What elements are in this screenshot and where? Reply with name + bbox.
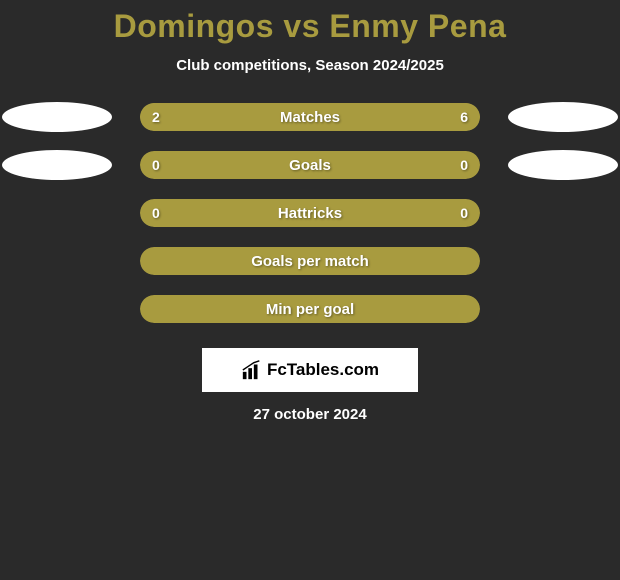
stat-bar: 26Matches — [140, 103, 480, 131]
stat-label: Hattricks — [140, 205, 480, 222]
stat-bar: Min per goal — [140, 295, 480, 323]
stat-bar: Goals per match — [140, 247, 480, 275]
stat-label: Goals per match — [140, 253, 480, 270]
stat-bar: 00Goals — [140, 151, 480, 179]
stat-row: 00Goals — [0, 150, 620, 180]
stat-label: Min per goal — [140, 301, 480, 318]
subtitle: Club competitions, Season 2024/2025 — [0, 57, 620, 74]
stat-row: Goals per match — [0, 246, 620, 276]
logo-text: FcTables.com — [267, 360, 379, 380]
player-left-marker — [2, 102, 112, 132]
stat-row: 00Hattricks — [0, 198, 620, 228]
stats-list: 26Matches 00Goals 00Hattricks Goals per mat… — [0, 102, 620, 324]
stat-label: Goals — [140, 157, 480, 174]
stat-row: Min per goal — [0, 294, 620, 324]
player-right-marker — [508, 102, 618, 132]
stat-label: Matches — [140, 109, 480, 126]
page-title: Domingos vs Enmy Pena — [0, 8, 620, 45]
player-right-marker — [508, 150, 618, 180]
comparison-card: Domingos vs Enmy Pena Club competitions,… — [0, 0, 620, 423]
date-text: 27 october 2024 — [0, 406, 620, 423]
stat-row: 26Matches — [0, 102, 620, 132]
chart-icon — [241, 359, 263, 381]
player-left-marker — [2, 150, 112, 180]
logo-badge: FcTables.com — [202, 348, 418, 392]
stat-bar: 00Hattricks — [140, 199, 480, 227]
